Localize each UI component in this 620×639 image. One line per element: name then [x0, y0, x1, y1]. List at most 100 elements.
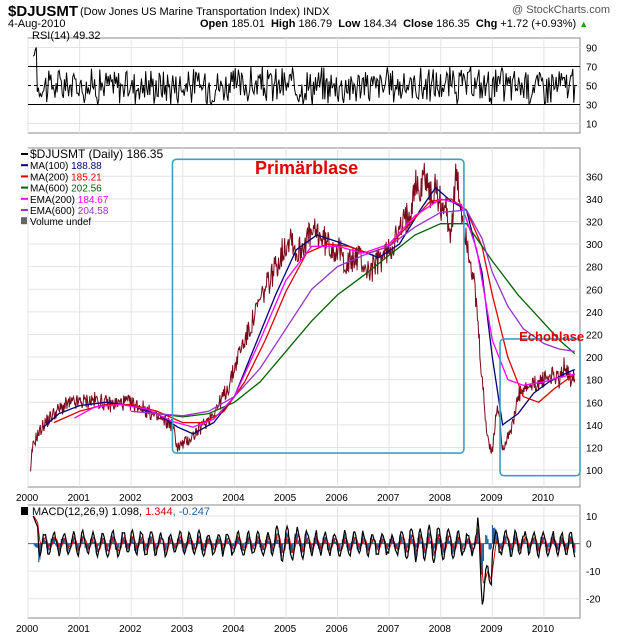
macd-histogram-bar	[470, 543, 472, 550]
ema600-legend-value: 204.58	[78, 206, 109, 217]
macd-histogram-bar	[204, 543, 206, 548]
macd-histogram-bar	[349, 543, 351, 550]
ma600-legend-label: MA(600) 202.56	[30, 184, 102, 195]
macd-histogram-bar	[227, 541, 229, 544]
macd-histogram-bar	[144, 543, 146, 554]
primary-bubble-annotation: Primärblase	[255, 158, 358, 178]
macd-histogram-bar	[258, 539, 260, 544]
macd-histogram-bar	[128, 543, 130, 547]
macd-histogram-bar	[401, 538, 403, 544]
price-tick-label: 280	[586, 263, 603, 274]
macd-histogram-bar	[461, 543, 463, 553]
macd-histogram-bar	[314, 536, 316, 544]
macd-histogram-bar	[146, 543, 148, 548]
macd-histogram-bar	[222, 543, 224, 554]
rsi-tick-label: 30	[586, 101, 598, 112]
macd-histogram-bar	[477, 528, 479, 544]
change-value: +1.72 (+0.93%)	[500, 18, 577, 30]
macd-tick-label: 0	[586, 540, 592, 551]
macd-histogram-bar	[89, 543, 91, 544]
macd-histogram-bar	[275, 532, 277, 544]
macd-histogram-bar	[363, 540, 365, 544]
macd-histogram-bar	[488, 543, 490, 550]
macd-histogram-bar	[482, 543, 485, 562]
echo-bubble-annotation: Echoblase	[519, 329, 584, 344]
macd-histogram-bar	[527, 543, 530, 554]
macd-histogram-bar	[145, 543, 147, 550]
price-tick-label: 160	[586, 398, 603, 409]
macd-histogram-bar	[154, 543, 156, 554]
macd-histogram-bar	[43, 539, 46, 544]
macd-histogram-bar	[434, 543, 436, 549]
macd-year-label: 2005	[274, 624, 297, 635]
price-year-label: 2009	[480, 493, 503, 504]
macd-histogram-bar	[232, 543, 234, 549]
macd-year-label: 2000	[16, 624, 39, 635]
price-year-label: 2010	[532, 493, 555, 504]
macd-histogram-bar	[377, 543, 380, 548]
macd-histogram-bar	[99, 542, 101, 544]
macd-histogram-bar	[179, 536, 181, 544]
macd-histogram-bar	[515, 538, 517, 544]
chart-symbol: $DJUSMT	[8, 3, 79, 20]
macd-histogram-bar	[557, 543, 559, 551]
high-value: 186.79	[298, 18, 333, 30]
rsi-line	[32, 47, 576, 106]
macd-histogram-bar	[98, 543, 100, 546]
macd-histogram-bar	[237, 537, 240, 544]
macd-histogram-bar	[453, 543, 455, 549]
macd-histogram-bar	[87, 543, 90, 550]
macd-panel-frame	[27, 504, 581, 619]
ema200-legend-value: 184.67	[78, 195, 109, 206]
macd-histogram-bar	[302, 543, 304, 553]
macd-histogram-bar	[113, 543, 115, 545]
macd-histogram-bar	[472, 543, 474, 546]
macd-histogram-bar	[388, 543, 390, 547]
macd-histogram-bar	[391, 537, 393, 544]
price-tick-label: 320	[586, 217, 603, 228]
ma100-legend-value: 188.88	[71, 161, 102, 172]
macd-histogram-bar	[468, 540, 470, 544]
macd-year-label: 2008	[429, 624, 452, 635]
macd-histogram-bar	[252, 543, 254, 549]
macd-histogram-bar	[81, 534, 83, 544]
macd-histogram-bar	[462, 543, 464, 548]
macd-histogram-bar	[416, 543, 418, 548]
macd-histogram-bar	[485, 534, 487, 544]
macd-histogram-bar	[385, 543, 387, 553]
macd-histogram-bar	[297, 540, 299, 544]
macd-histogram-bar	[170, 538, 172, 544]
ma200-legend-value: 185.21	[71, 172, 102, 183]
macd-histogram-bar	[292, 543, 294, 552]
macd-histogram-bar	[283, 543, 285, 545]
macd-histogram-bar	[268, 541, 270, 544]
macd-histogram-bar	[223, 543, 225, 546]
macd-histogram-bar	[183, 543, 185, 552]
macd-histogram-bar	[231, 543, 233, 554]
price-tick-label: 220	[586, 330, 603, 341]
macd-histogram-bar	[180, 539, 182, 544]
low-value: 184.34	[363, 18, 397, 30]
macd-histogram-bar	[140, 539, 143, 544]
macd-histogram-bar	[122, 537, 125, 544]
price-tick-label: 180	[586, 376, 603, 387]
price-line	[30, 162, 576, 472]
macd-histogram-bar	[253, 543, 255, 547]
macd-histogram-bar	[427, 532, 429, 544]
macd-histogram-bar	[491, 525, 494, 544]
macd-histogram-bar	[372, 538, 374, 544]
macd-histogram-bar	[354, 537, 356, 544]
macd-histogram-bar	[425, 543, 427, 546]
macd-histogram-bar	[243, 543, 245, 549]
macd-histogram-bar	[241, 543, 243, 551]
macd-histogram-bar	[376, 543, 378, 550]
macd-tick-label: -10	[586, 567, 601, 578]
macd-histogram-bar	[542, 536, 544, 544]
macd-year-label: 2001	[68, 624, 91, 635]
macd-histogram-bar	[551, 536, 553, 544]
macd-histogram-bar	[386, 543, 389, 548]
macd-histogram-bar	[324, 537, 327, 544]
price-year-label: 2008	[429, 493, 452, 504]
macd-histogram-bar	[161, 542, 163, 544]
open-value: 185.01	[231, 18, 265, 30]
